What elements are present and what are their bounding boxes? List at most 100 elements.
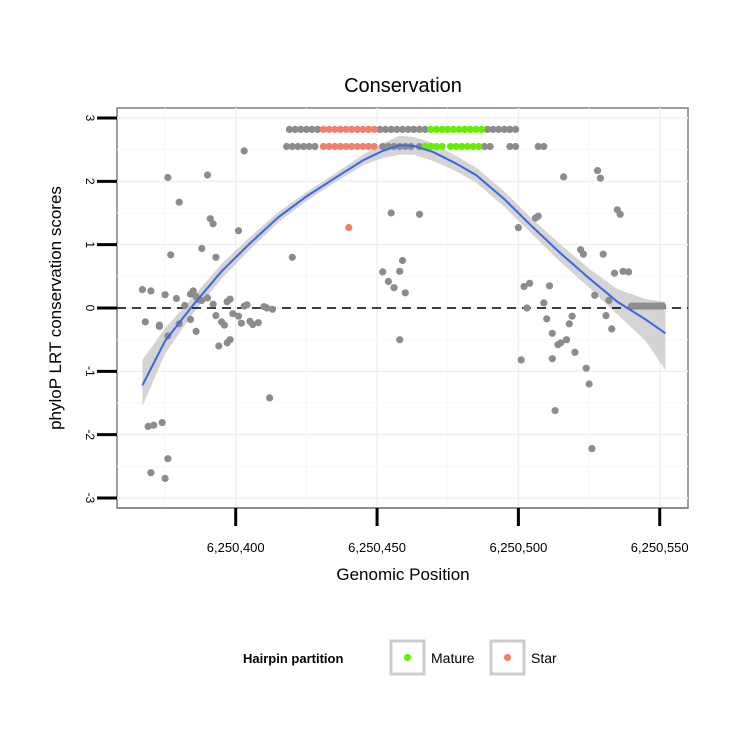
point-other — [164, 455, 172, 463]
point-other — [511, 125, 520, 133]
point-mature — [458, 142, 466, 151]
point-other — [376, 125, 384, 133]
point-other — [593, 167, 602, 175]
point-other — [534, 212, 542, 220]
y-tick-label: -1 — [83, 366, 97, 377]
point-other — [234, 227, 243, 235]
point-other — [181, 301, 189, 310]
point-other — [237, 319, 245, 327]
point-other — [302, 125, 310, 133]
x-tick-label: 6,250,550 — [631, 540, 689, 555]
y-axis: -3 -2 -1 0 1 2 3 — [83, 115, 117, 504]
point-other — [288, 142, 296, 151]
point-other — [540, 142, 548, 151]
point-star — [365, 142, 373, 151]
point-other — [410, 125, 418, 133]
legend-dot-mature — [403, 653, 412, 662]
point-other — [599, 250, 607, 258]
point-mature — [449, 125, 457, 133]
point-other — [212, 312, 220, 320]
point-other — [568, 312, 576, 320]
point-star — [365, 125, 373, 133]
point-star — [336, 125, 344, 133]
point-mature — [461, 125, 469, 133]
point-other — [234, 312, 243, 320]
point-other — [167, 251, 175, 259]
x-tick-label: 6,250,400 — [207, 540, 265, 555]
point-other — [291, 125, 299, 133]
point-other — [390, 284, 398, 292]
legend-dot-star — [503, 653, 512, 662]
point-other — [548, 355, 556, 363]
point-other — [602, 312, 610, 320]
point-other — [500, 125, 508, 133]
point-other — [379, 268, 387, 276]
point-other — [161, 291, 169, 299]
point-other — [215, 342, 223, 350]
point-other — [393, 125, 401, 133]
chart-title: Conservation — [344, 75, 462, 97]
point-other — [540, 299, 548, 307]
point-other — [560, 173, 568, 181]
point-other — [147, 469, 155, 477]
point-other — [506, 142, 514, 151]
point-other — [526, 279, 534, 287]
point-other — [155, 322, 163, 330]
point-other — [203, 171, 212, 179]
point-star — [331, 125, 339, 133]
points-star — [319, 125, 378, 232]
point-other — [421, 125, 429, 133]
point-other — [591, 291, 599, 299]
point-other — [300, 142, 308, 151]
points-mature — [421, 125, 486, 151]
point-other — [172, 294, 180, 303]
point-other — [209, 220, 217, 228]
point-other — [398, 125, 407, 133]
point-star — [370, 142, 378, 151]
point-mature — [432, 125, 440, 133]
point-other — [415, 210, 424, 218]
point-other — [384, 277, 392, 285]
point-other — [616, 210, 624, 218]
point-other — [625, 268, 633, 276]
point-mature — [438, 142, 446, 151]
point-other — [605, 296, 613, 304]
point-other — [585, 380, 593, 388]
point-star — [348, 142, 356, 151]
point-other — [517, 356, 525, 364]
y-tick-label: 0 — [83, 305, 97, 312]
point-other — [557, 339, 565, 347]
point-mature — [472, 125, 480, 133]
point-other — [659, 302, 667, 310]
point-other — [226, 336, 234, 344]
point-other — [520, 282, 528, 291]
point-other — [268, 305, 277, 313]
point-other — [144, 422, 152, 430]
grid-major — [117, 108, 688, 508]
point-other — [305, 142, 313, 151]
point-star — [359, 125, 367, 133]
point-other — [147, 287, 155, 295]
point-other — [288, 253, 296, 261]
point-other — [243, 301, 251, 309]
point-other — [588, 445, 596, 453]
point-other — [189, 287, 197, 295]
point-other — [138, 286, 146, 294]
point-other — [308, 125, 316, 133]
point-other — [398, 256, 407, 265]
legend-label-mature: Mature — [431, 650, 475, 666]
point-other — [158, 419, 166, 427]
point-other — [294, 142, 302, 151]
point-mature — [455, 125, 463, 133]
point-star — [359, 142, 367, 151]
smooth-line — [141, 144, 666, 386]
point-star — [370, 125, 378, 133]
point-other — [203, 294, 212, 302]
point-star — [345, 224, 353, 232]
y-tick-label: -2 — [83, 429, 97, 440]
point-other — [415, 125, 424, 133]
point-other — [212, 253, 220, 261]
x-axis-title: Genomic Position — [336, 565, 469, 584]
point-other — [608, 325, 616, 333]
point-other — [480, 142, 489, 151]
